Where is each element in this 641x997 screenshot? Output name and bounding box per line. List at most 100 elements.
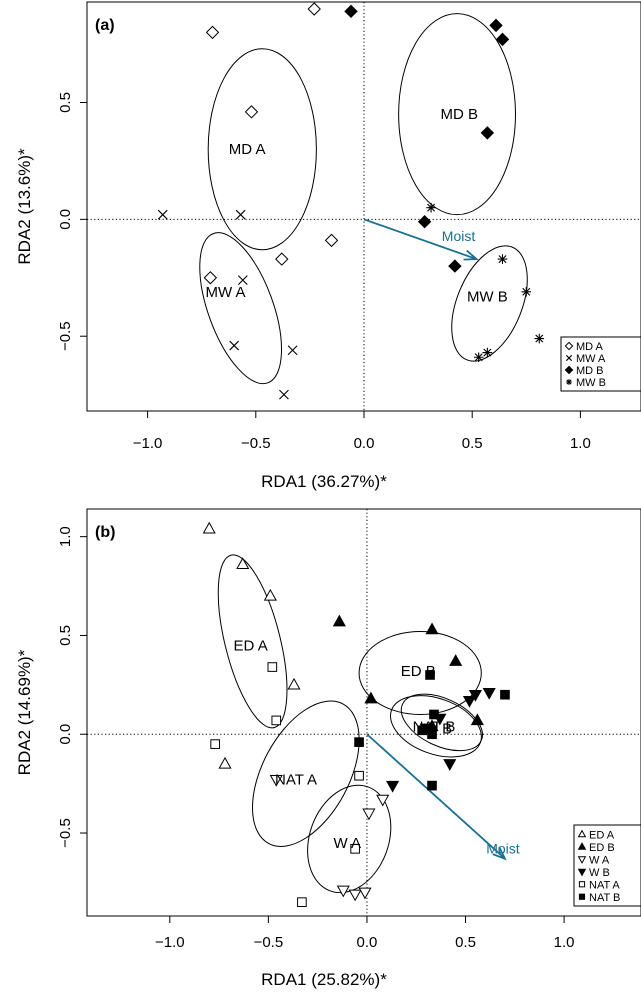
moist-vector-arrowhead (492, 846, 507, 861)
x-tick-label: 0.0 (354, 435, 375, 452)
ellipse-ed-a (217, 554, 288, 729)
x-axis-label: RDA1 (25.82%)* (261, 970, 387, 989)
point-ed-a (263, 588, 277, 601)
legend-label-mw-a: MW A (576, 353, 606, 365)
point-mw-a (287, 345, 298, 356)
y-tick-label: 0.0 (57, 209, 74, 230)
legend-label-w-b: W B (589, 867, 610, 879)
point-mw-a (157, 209, 168, 220)
ellipse-ed-b (358, 630, 482, 715)
panel-label: (b) (95, 524, 115, 541)
point-nat-a (271, 715, 282, 726)
legend-label-w-a: W A (589, 854, 610, 866)
x-tick-label: 1.0 (570, 435, 591, 452)
legend-symbol-mw-b (566, 379, 572, 385)
group-label-ed-b: ED B (401, 663, 436, 680)
point-nat-b (427, 729, 437, 740)
y-tick-label: −0.5 (57, 818, 74, 848)
point-nat-a (210, 739, 220, 749)
series-mw-a (157, 209, 298, 400)
legend-label-ed-a: ED A (589, 829, 615, 841)
point-ed-b (364, 691, 378, 704)
x-tick-label: 0.0 (357, 934, 378, 951)
series-nat-b (354, 670, 510, 791)
legend-symbol-md-b (564, 365, 574, 375)
legend-label-nat-b: NAT B (589, 892, 620, 904)
panel-b: −1.0 −0.5 0.0 0.5 1.0 −0.5 0.0 0.5 1.0 RDA1 (25.8… (15, 508, 641, 989)
point-ed-a (202, 521, 216, 534)
legend-symbol-md-a (564, 341, 574, 351)
point-md-b (344, 4, 358, 19)
legend-box (573, 824, 641, 907)
x-tick-label: 1.0 (554, 934, 575, 951)
ellipse-mw-b (451, 245, 528, 362)
group-label-md-b: MD B (440, 106, 478, 123)
series-mw-b (426, 202, 545, 363)
point-mw-a (237, 275, 248, 286)
group-label-md-a: MD A (229, 141, 266, 158)
ellipse-mw-a (199, 232, 283, 385)
point-mw-b (497, 254, 508, 264)
point-nat-b (500, 689, 510, 700)
legend-symbol-mw-a (565, 354, 573, 362)
moist-vector-label: Moist (442, 228, 476, 244)
point-ed-b (470, 713, 484, 726)
point-ed-b (449, 654, 463, 666)
x-tick-label: −1.0 (133, 435, 163, 452)
point-md-a (275, 252, 289, 266)
legend-label-ed-b: ED B (589, 842, 615, 854)
point-md-b (489, 18, 503, 33)
point-nat-b (354, 737, 364, 747)
moist-vector-arrowhead (463, 249, 479, 261)
panel-a: −1.0 −0.5 0.0 0.5 1.0 −0.5 0.0 0.5 RDA1 (36.27%)… (15, 1, 641, 491)
point-nat-a (350, 844, 360, 854)
point-w-b (482, 688, 496, 700)
group-label-ed-a: ED A (234, 637, 268, 654)
y-tick-label: −0.5 (57, 321, 74, 351)
point-nat-a (354, 770, 364, 781)
x-tick-label: 0.5 (455, 934, 476, 951)
y-axis-label: RDA2 (13.6%)* (15, 148, 34, 265)
point-nat-b (425, 670, 435, 680)
legend-label-md-a: MD A (576, 341, 604, 353)
point-w-b (468, 690, 482, 702)
point-ed-a (236, 557, 250, 570)
y-tick-label: 0.0 (57, 724, 74, 745)
x-tick-label: −1.0 (155, 934, 185, 951)
point-nat-a (297, 897, 307, 907)
point-mw-b (473, 352, 484, 363)
legend-symbol-w-a (577, 856, 587, 864)
point-w-a (336, 885, 350, 898)
legend-symbol-ed-b (577, 842, 587, 850)
series-md-a (203, 2, 339, 285)
point-mw-b (482, 347, 493, 358)
group-label-w-b: W B (424, 720, 452, 737)
panel-label: (a) (95, 17, 115, 34)
y-tick-label: 0.5 (57, 625, 74, 646)
point-mw-a (279, 389, 289, 400)
point-w-a (358, 887, 372, 900)
point-w-a (376, 794, 390, 807)
plot-area: ED A ED B W A W B NAT A NAT B Moist (202, 521, 520, 907)
legend-box (560, 336, 641, 392)
x-tick-label: −0.5 (254, 934, 284, 951)
legend-label-nat-a: NAT A (589, 879, 620, 891)
series-ed-a (202, 521, 301, 769)
ellipse-md-a (207, 48, 317, 251)
point-mw-b (534, 333, 545, 344)
x-tick-label: −0.5 (241, 435, 271, 452)
group-label-nat-b: NAT B (413, 718, 456, 735)
point-nat-b (417, 725, 427, 736)
point-md-a (203, 271, 218, 285)
point-md-a (205, 25, 220, 40)
group-label-mw-b: MW B (467, 288, 508, 305)
series-md-b (344, 4, 510, 273)
series-w-a (269, 774, 390, 902)
point-w-a (348, 889, 362, 902)
legend-symbol-nat-b (578, 893, 586, 900)
point-md-a (307, 2, 321, 16)
group-label-nat-a: NAT A (275, 772, 317, 789)
moist-vector-line (363, 218, 477, 260)
